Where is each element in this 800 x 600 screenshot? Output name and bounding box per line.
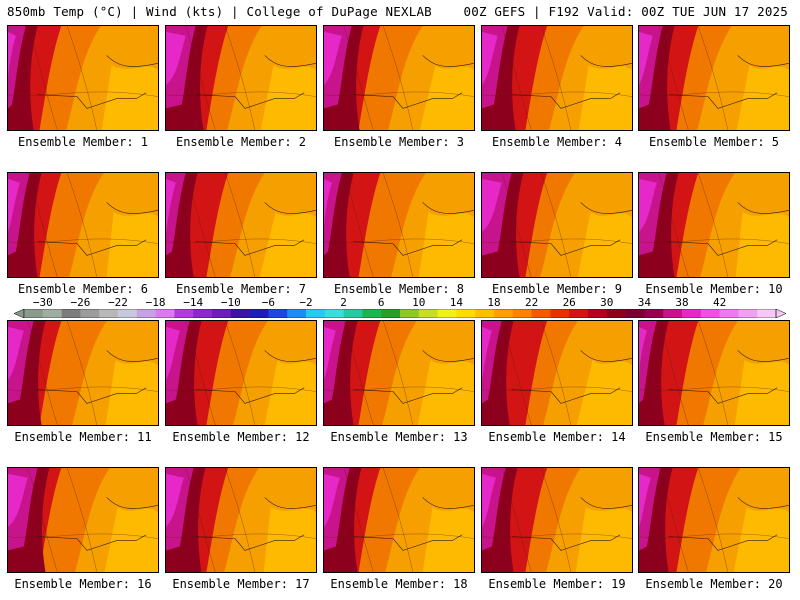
ensemble-member-label: Ensemble Member: 12 (172, 430, 310, 444)
ensemble-member-label: Ensemble Member: 17 (172, 577, 310, 591)
colorbar-tick-label: −18 (145, 296, 166, 309)
ensemble-map-panel (323, 320, 475, 426)
ensemble-member-label: Ensemble Member: 6 (17, 282, 149, 296)
ensemble-member-label: Ensemble Member: 9 (491, 282, 623, 296)
ensemble-map-panel (481, 172, 633, 278)
colorbar-tick-label: 30 (600, 296, 614, 309)
ensemble-member-label: Ensemble Member: 19 (488, 577, 626, 591)
colorbar-tick-label: 26 (562, 296, 576, 309)
ensemble-map-panel (165, 25, 317, 131)
ensemble-map-panel (481, 320, 633, 426)
ensemble-map-panel (323, 172, 475, 278)
ensemble-member-label: Ensemble Member: 2 (175, 135, 307, 149)
colorbar-tick-label: −14 (183, 296, 204, 309)
ensemble-map-panel (165, 320, 317, 426)
ensemble-member-label: Ensemble Member: 5 (648, 135, 780, 149)
colorbar-tick-label: 38 (675, 296, 689, 309)
ensemble-member-label: Ensemble Member: 20 (645, 577, 783, 591)
ensemble-member-label: Ensemble Member: 7 (175, 282, 307, 296)
ensemble-map-panel (638, 172, 790, 278)
colorbar-tick-label: 2 (340, 296, 347, 309)
ensemble-map-panel (638, 467, 790, 573)
ensemble-member-label: Ensemble Member: 3 (333, 135, 465, 149)
temperature-colorbar (14, 309, 786, 318)
map-title: 850mb Temp (°C) | Wind (kts) | College o… (7, 4, 432, 19)
ensemble-map-panel (481, 467, 633, 573)
colorbar-tick-label: 14 (449, 296, 464, 309)
colorbar-tick-label: −2 (299, 296, 313, 309)
colorbar-tick-label: −10 (220, 296, 241, 309)
ensemble-member-label: Ensemble Member: 15 (645, 430, 783, 444)
ensemble-member-label: Ensemble Member: 4 (491, 135, 623, 149)
colorbar-tick-label: −26 (70, 296, 91, 309)
run-valid-time: 00Z GEFS | F192 Valid: 00Z TUE JUN 17 20… (463, 4, 788, 19)
ensemble-map-panel (323, 25, 475, 131)
colorbar-tick-label: 10 (412, 296, 426, 309)
ensemble-member-label: Ensemble Member: 1 (17, 135, 149, 149)
colorbar-tick-label: −30 (32, 296, 53, 309)
colorbar-tick-label: 34 (637, 296, 652, 309)
ensemble-member-label: Ensemble Member: 13 (330, 430, 468, 444)
ensemble-map-panel (323, 467, 475, 573)
colorbar-tick-label: 6 (377, 296, 385, 309)
ensemble-map-panel (481, 25, 633, 131)
ensemble-map-panel (165, 172, 317, 278)
ensemble-map-panel (7, 467, 159, 573)
colorbar-tick-label: 18 (487, 296, 501, 309)
colorbar-tick-label: 42 (712, 296, 727, 309)
ensemble-member-label: Ensemble Member: 16 (14, 577, 152, 591)
ensemble-member-label: Ensemble Member: 11 (14, 430, 152, 444)
ensemble-map-panel (7, 172, 159, 278)
ensemble-map-panel (7, 25, 159, 131)
ensemble-member-label: Ensemble Member: 14 (488, 430, 626, 444)
ensemble-member-label: Ensemble Member: 8 (333, 282, 465, 296)
ensemble-member-label: Ensemble Member: 18 (330, 577, 468, 591)
ensemble-map-panel (638, 25, 790, 131)
colorbar-tick-label: 22 (524, 296, 539, 309)
ensemble-map-panel (638, 320, 790, 426)
ensemble-map-panel (165, 467, 317, 573)
ensemble-map-panel (7, 320, 159, 426)
colorbar-tick-label: −6 (261, 296, 276, 309)
ensemble-member-label: Ensemble Member: 10 (645, 282, 783, 296)
colorbar-tick-label: −22 (108, 296, 128, 309)
